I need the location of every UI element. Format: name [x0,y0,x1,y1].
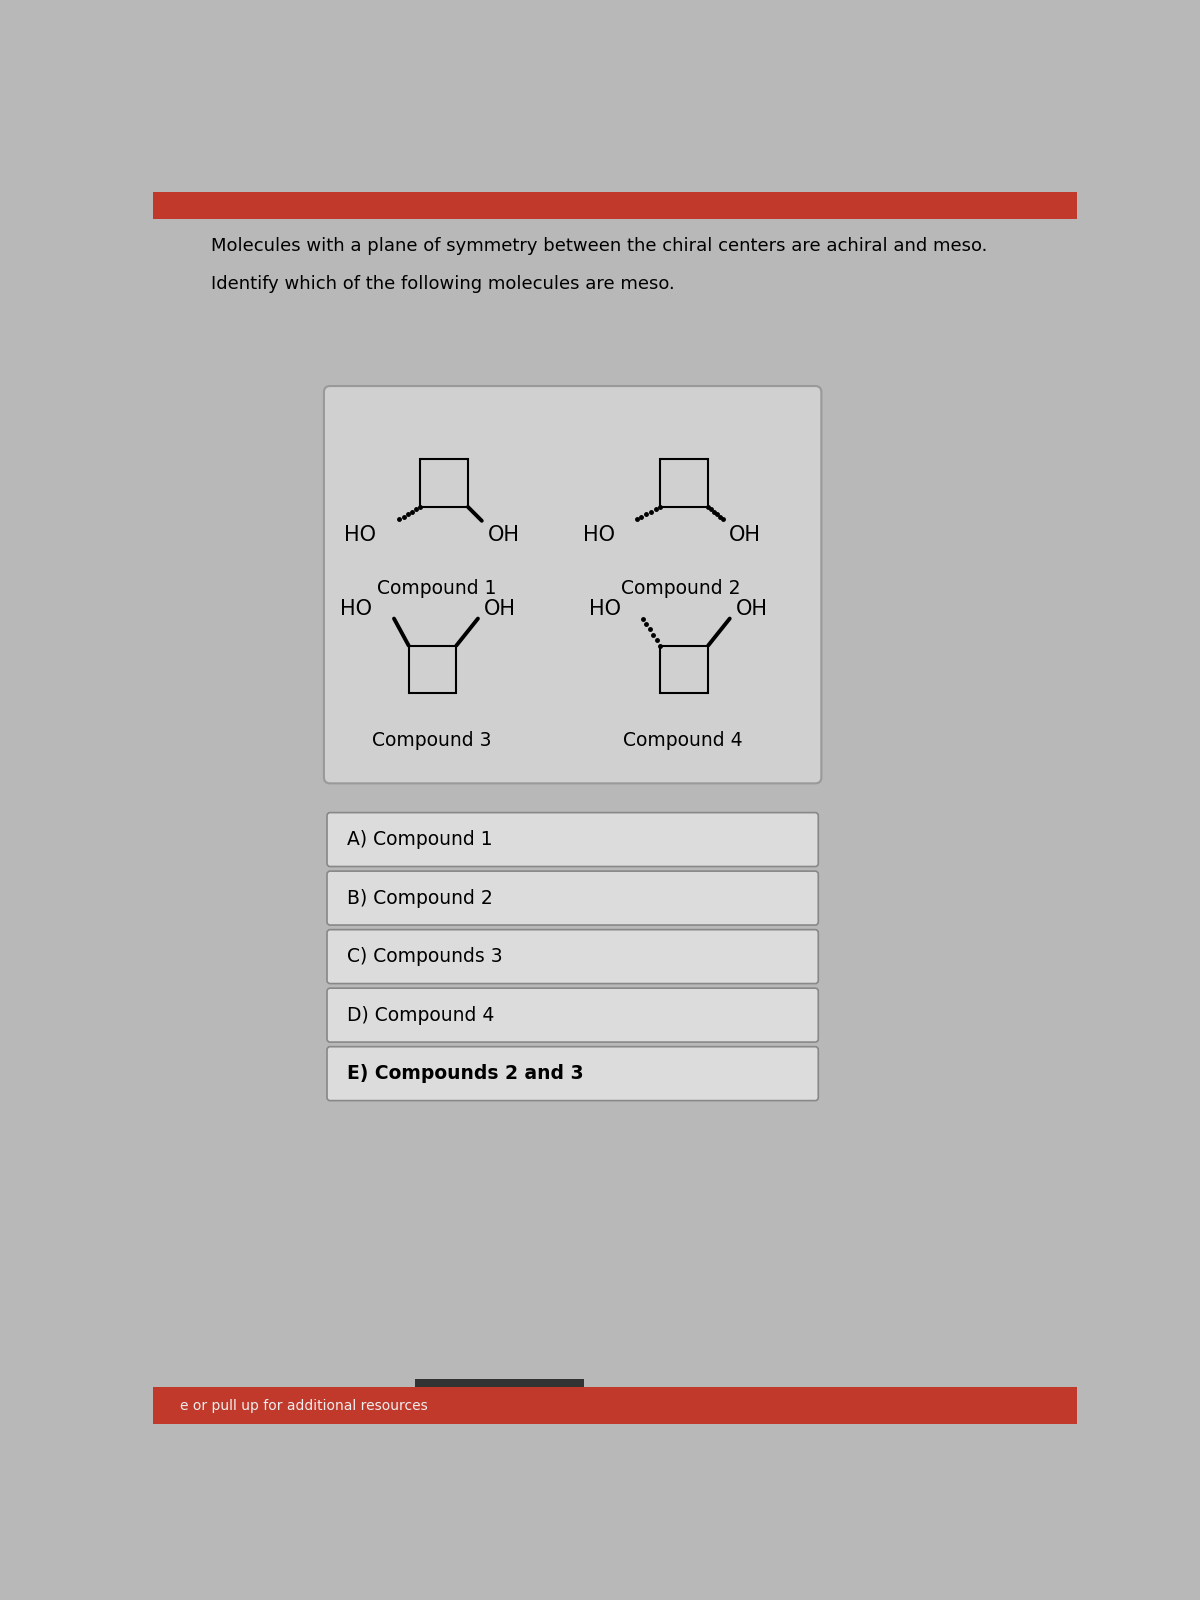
FancyBboxPatch shape [328,930,818,984]
Bar [154,1387,1078,1424]
Text: Compound 4: Compound 4 [623,731,743,750]
Bar [420,459,468,507]
Text: C) Compounds 3: C) Compounds 3 [347,947,503,966]
FancyBboxPatch shape [328,989,818,1042]
Text: Molecules with a plane of symmetry between the chiral centers are achiral and me: Molecules with a plane of symmetry betwe… [211,237,988,254]
Text: Compound 2: Compound 2 [622,579,740,598]
FancyBboxPatch shape [328,1046,818,1101]
Bar [409,645,456,693]
Text: HO: HO [589,600,622,619]
Text: Compound 3: Compound 3 [372,731,492,750]
Bar [660,645,708,693]
Text: e or pull up for additional resources: e or pull up for additional resources [180,1398,427,1413]
Text: B) Compound 2: B) Compound 2 [347,888,493,907]
Text: OH: OH [736,600,768,619]
Text: OH: OH [484,600,516,619]
Text: Identify which of the following molecules are meso.: Identify which of the following molecule… [211,275,674,293]
FancyBboxPatch shape [324,386,821,784]
FancyBboxPatch shape [328,813,818,867]
FancyBboxPatch shape [328,870,818,925]
Text: HO: HO [344,525,377,544]
Text: HO: HO [583,525,616,544]
Bar [660,459,708,507]
Text: A) Compound 1: A) Compound 1 [347,830,493,850]
Text: HO: HO [341,600,372,619]
Bar [415,1379,584,1387]
Text: Compound 1: Compound 1 [377,579,496,598]
Bar [154,192,1078,219]
Text: E) Compounds 2 and 3: E) Compounds 2 and 3 [347,1064,583,1083]
Text: OH: OH [488,525,520,544]
Text: OH: OH [728,525,761,544]
Text: D) Compound 4: D) Compound 4 [347,1006,494,1024]
